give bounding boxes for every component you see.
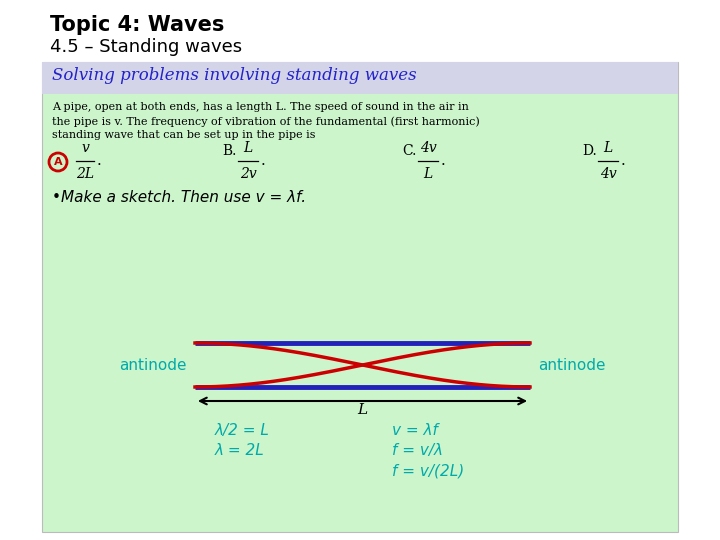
Text: 4v: 4v: [600, 167, 616, 181]
Text: A pipe, open at both ends, has a length L. The speed of sound in the air in: A pipe, open at both ends, has a length …: [52, 102, 469, 112]
Text: the pipe is v. The frequency of vibration of the fundamental (first harmonic): the pipe is v. The frequency of vibratio…: [52, 116, 480, 126]
Text: D.: D.: [582, 144, 597, 158]
Text: .: .: [621, 154, 626, 168]
Text: L: L: [423, 167, 433, 181]
Text: L: L: [357, 403, 368, 417]
Text: 4v: 4v: [420, 141, 436, 155]
Text: .: .: [441, 154, 446, 168]
Text: λ = 2L: λ = 2L: [215, 443, 265, 458]
Text: antinode: antinode: [120, 357, 187, 373]
Text: B.: B.: [222, 144, 236, 158]
Bar: [42, 62, 678, 532]
Text: L: L: [243, 141, 253, 155]
Text: 4.5 – Standing waves: 4.5 – Standing waves: [50, 38, 242, 56]
Text: f = v/(2L): f = v/(2L): [392, 463, 464, 478]
Text: λ/2 = L: λ/2 = L: [215, 423, 270, 438]
Text: Solving problems involving standing waves: Solving problems involving standing wave…: [52, 67, 417, 84]
Text: Topic 4: Waves: Topic 4: Waves: [50, 15, 225, 35]
Text: f = v/λ: f = v/λ: [392, 443, 444, 458]
Text: antinode: antinode: [538, 357, 606, 373]
Text: •Make a sketch. Then use v = λf.: •Make a sketch. Then use v = λf.: [52, 190, 306, 205]
Text: 2L: 2L: [76, 167, 94, 181]
Text: standing wave that can be set up in the pipe is: standing wave that can be set up in the …: [52, 130, 315, 140]
Text: A: A: [54, 157, 63, 167]
Text: L: L: [603, 141, 613, 155]
Text: .: .: [97, 154, 102, 168]
Bar: [42, 62, 678, 94]
Text: .: .: [261, 154, 266, 168]
Text: C.: C.: [402, 144, 416, 158]
Text: 2v: 2v: [240, 167, 256, 181]
Text: v = λf: v = λf: [392, 423, 438, 438]
Text: v: v: [81, 141, 89, 155]
